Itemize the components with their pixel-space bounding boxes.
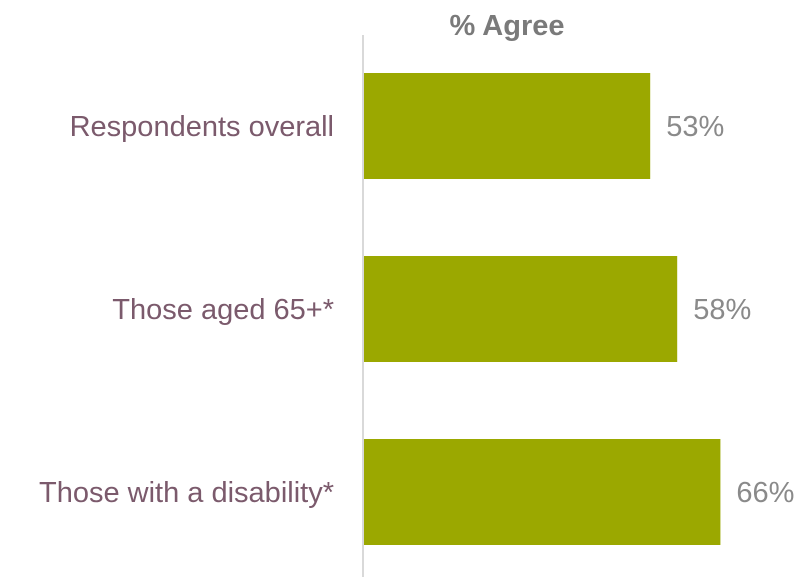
category-label-1: Respondents overall — [70, 111, 334, 143]
chart-title: % Agree — [450, 10, 565, 42]
category-label-2: Those aged 65+* — [112, 294, 334, 326]
bars-group: Respondents overall 53% Those aged 65+* 58%… — [39, 73, 794, 545]
bar-1 — [364, 73, 651, 179]
bar-3 — [364, 439, 721, 545]
bar-2 — [364, 256, 678, 362]
value-label-2: 58% — [693, 294, 751, 326]
value-label-1: 53% — [666, 111, 724, 143]
category-label-3: Those with a disability* — [39, 477, 334, 509]
value-label-3: 66% — [736, 477, 794, 509]
